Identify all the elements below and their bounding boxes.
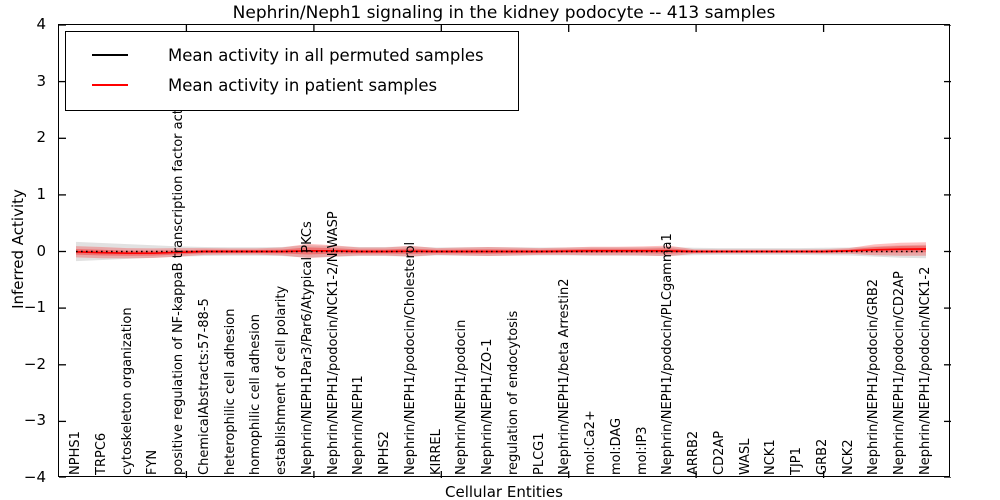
y-tick-label: 0: [36, 241, 46, 260]
x-tick-label: Nephrin/NEPH1/podocin/NCK1-2/N-WASP: [325, 211, 341, 475]
y-tick-label: 1: [36, 184, 46, 203]
x-tick-label: Nephrin/NEPH1/podocin/PLCgamma1: [660, 233, 676, 475]
x-tick-label: Nephrin/NEPH1/podocin: [454, 319, 470, 475]
x-tick-label: NPHS2: [377, 431, 393, 475]
x-tick-label: Nephrin/NEPH1: [351, 375, 367, 475]
x-tick-label: FYN: [145, 449, 161, 475]
legend-line-swatch: [92, 54, 128, 56]
x-tick-label: WASL: [737, 438, 753, 475]
x-tick-label: Nephrin/NEPH1/podocin/NCK1-2: [918, 266, 933, 475]
x-tick-label: regulation of endocytosis: [505, 310, 521, 475]
x-tick-label: Nephrin/NEPH1Par3/Par6/Atypical PKCs: [299, 221, 315, 475]
legend-entry: Mean activity in all permuted samples: [66, 40, 518, 70]
x-tick-label: ChemicalAbstracts:57-88-5: [196, 298, 212, 475]
x-tick-label: CD2AP: [711, 430, 727, 475]
x-tick-label: Nephrin/NEPH1/podocin/Cholesterol: [402, 241, 418, 475]
legend-label: Mean activity in all permuted samples: [168, 45, 484, 65]
legend-label: Mean activity in patient samples: [168, 75, 438, 95]
legend-entry: Mean activity in patient samples: [66, 70, 518, 100]
x-tick-label: cytoskeleton organization: [119, 307, 135, 475]
x-tick-label: GRB2: [814, 438, 830, 475]
y-tick-label: −2: [23, 354, 46, 373]
y-tick-label: 2: [36, 128, 46, 147]
x-tick-label: PLCG1: [531, 432, 547, 475]
chart-canvas: [59, 25, 951, 478]
y-tick-label: 4: [36, 15, 46, 33]
x-tick-label: Nephrin/NEPH1/beta Arrestin2: [557, 278, 573, 476]
x-tick-label: KIRREL: [428, 429, 444, 475]
y-tick-label: −4: [23, 468, 46, 486]
x-tick-label: NPHS1: [68, 431, 83, 475]
patient-band-outer: [76, 242, 926, 259]
x-tick-label: homophilic cell adhesion: [248, 314, 264, 475]
x-tick-label: TRPC6: [93, 432, 109, 475]
x-tick-label: ARRB2: [686, 430, 702, 475]
legend-box: Mean activity in all permuted samples Mea…: [65, 31, 519, 111]
x-tick-label: mol:DAG: [608, 417, 624, 475]
x-tick-label: heterophilic cell adhesion: [222, 308, 238, 476]
x-tick-label: mol:IP3: [634, 426, 650, 475]
x-tick-label: TJP1: [789, 447, 805, 475]
chart-title: Nephrin/Neph1 signaling in the kidney po…: [232, 3, 776, 23]
legend-line-swatch: [92, 84, 128, 86]
x-tick-label: Nephrin/NEPH1/podocin/CD2AP: [892, 271, 908, 475]
x-tick-label: Nephrin/NEPH1/ZO-1: [480, 338, 496, 475]
x-tick-label: NCK2: [840, 439, 856, 475]
y-tick-labels: 4 3 2 1 0 −1 −2 −3 −4: [0, 0, 52, 500]
y-tick-label: 3: [36, 71, 46, 90]
y-tick-label: −1: [23, 298, 46, 317]
x-tick-label: mol:Ca2+: [583, 410, 599, 475]
y-tick-label: −3: [23, 411, 46, 430]
x-tick-label: NCK1: [763, 439, 779, 475]
x-axis-label: Cellular Entities: [445, 483, 563, 500]
x-tick-label: positive regulation of NF-kappaB transcr…: [171, 81, 187, 475]
x-tick-label: Nephrin/NEPH1/podocin/GRB2: [866, 278, 882, 475]
x-tick-label: establishment of cell polarity: [274, 285, 290, 475]
